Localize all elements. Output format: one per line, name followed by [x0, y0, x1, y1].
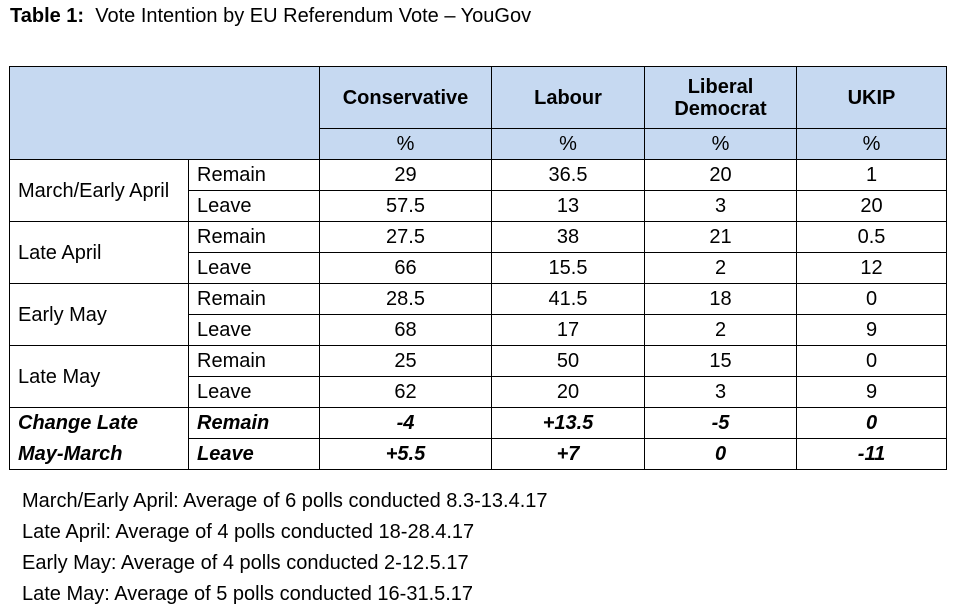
value-cell: 20 — [491, 376, 645, 408]
vote-label: Leave — [188, 314, 320, 346]
unit-cell: % — [644, 128, 797, 160]
value-cell: 20 — [644, 159, 797, 191]
value-cell: 62 — [319, 376, 492, 408]
change-cell: -5 — [644, 407, 797, 439]
vote-label: Leave — [188, 376, 320, 408]
table-number: Table 1: — [10, 5, 85, 27]
vote-label: Remain — [188, 345, 320, 377]
table-row: Late May Remain 25 50 15 0 — [9, 345, 947, 408]
units-row: % % % % — [10, 128, 947, 160]
column-header: Labour — [491, 66, 645, 129]
change-cell: 0 — [644, 438, 797, 470]
table-row: Leave 62 20 3 9 — [10, 376, 947, 408]
value-cell: 3 — [644, 376, 797, 408]
value-cell: 0 — [796, 345, 947, 377]
column-header: UKIP — [796, 66, 947, 129]
value-cell: 27.5 — [319, 221, 492, 253]
value-cell: 38 — [491, 221, 645, 253]
value-cell: 57.5 — [319, 190, 492, 222]
footnote: March/Early April: Average of 6 polls co… — [22, 490, 548, 512]
header-row: Conservative Labour Liberal Democrat UKI… — [9, 66, 947, 160]
change-cell: -4 — [319, 407, 492, 439]
vote-label: Remain — [188, 407, 320, 439]
footnote: Late April: Average of 4 polls conducted… — [22, 521, 475, 543]
value-cell: 21 — [644, 221, 797, 253]
footnote: Early May: Average of 4 polls conducted … — [22, 552, 469, 574]
value-cell: 0.5 — [796, 221, 947, 253]
change-cell: +5.5 — [319, 438, 492, 470]
change-cell: 0 — [796, 407, 947, 439]
value-cell: 25 — [319, 345, 492, 377]
value-cell: 36.5 — [491, 159, 645, 191]
unit-cell: % — [796, 128, 947, 160]
unit-cell: % — [319, 128, 492, 160]
vote-label: Remain — [188, 159, 320, 191]
period-label: Early May — [9, 283, 189, 346]
change-row: May-March Leave +5.5 +7 0 -11 — [9, 438, 947, 470]
value-cell: 29 — [319, 159, 492, 191]
value-cell: 18 — [644, 283, 797, 315]
vote-intention-table: Conservative Labour Liberal Democrat UKI… — [9, 66, 947, 470]
table-row: March/Early April Remain 29 36.5 20 1 — [9, 159, 947, 222]
vote-label: Remain — [188, 283, 320, 315]
change-cell: -11 — [796, 438, 947, 470]
value-cell: 15.5 — [491, 252, 645, 284]
change-label-line1: Change Late — [9, 407, 189, 439]
change-row: Change Late Remain -4 +13.5 -5 0 — [9, 407, 947, 439]
header-corner — [9, 66, 320, 160]
period-label: Late May — [9, 345, 189, 408]
value-cell: 41.5 — [491, 283, 645, 315]
footnotes: March/Early April: Average of 6 polls co… — [22, 486, 548, 610]
table-title: Table 1: Vote Intention by EU Referendum… — [10, 5, 531, 28]
value-cell: 2 — [644, 314, 797, 346]
value-cell: 20 — [796, 190, 947, 222]
change-cell: +7 — [491, 438, 645, 470]
change-label-line2: May-March — [9, 438, 189, 470]
period-label: Late April — [9, 221, 189, 284]
vote-label: Leave — [188, 438, 320, 470]
column-header: Conservative — [319, 66, 492, 129]
value-cell: 28.5 — [319, 283, 492, 315]
table-row: Early May Remain 28.5 41.5 18 0 — [9, 283, 947, 346]
unit-cell: % — [491, 128, 645, 160]
vote-label: Remain — [188, 221, 320, 253]
period-label: March/Early April — [9, 159, 189, 222]
value-cell: 17 — [491, 314, 645, 346]
value-cell: 13 — [491, 190, 645, 222]
value-cell: 12 — [796, 252, 947, 284]
value-cell: 0 — [796, 283, 947, 315]
vote-label: Leave — [188, 190, 320, 222]
table-row: Late April Remain 27.5 38 21 0.5 — [9, 221, 947, 284]
change-cell: +13.5 — [491, 407, 645, 439]
value-cell: 15 — [644, 345, 797, 377]
value-cell: 1 — [796, 159, 947, 191]
value-cell: 50 — [491, 345, 645, 377]
table-caption: Vote Intention by EU Referendum Vote – Y… — [95, 5, 532, 27]
table-row: Leave 57.5 13 3 20 — [10, 190, 947, 222]
column-header: Liberal Democrat — [644, 66, 797, 129]
footnote: Late May: Average of 5 polls conducted 1… — [22, 583, 474, 605]
value-cell: 9 — [796, 314, 947, 346]
vote-label: Leave — [188, 252, 320, 284]
table-row: Leave 68 17 2 9 — [10, 314, 947, 346]
value-cell: 66 — [319, 252, 492, 284]
value-cell: 2 — [644, 252, 797, 284]
value-cell: 3 — [644, 190, 797, 222]
value-cell: 68 — [319, 314, 492, 346]
value-cell: 9 — [796, 376, 947, 408]
